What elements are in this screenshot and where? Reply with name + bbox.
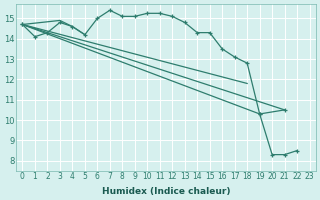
X-axis label: Humidex (Indice chaleur): Humidex (Indice chaleur) xyxy=(102,187,230,196)
